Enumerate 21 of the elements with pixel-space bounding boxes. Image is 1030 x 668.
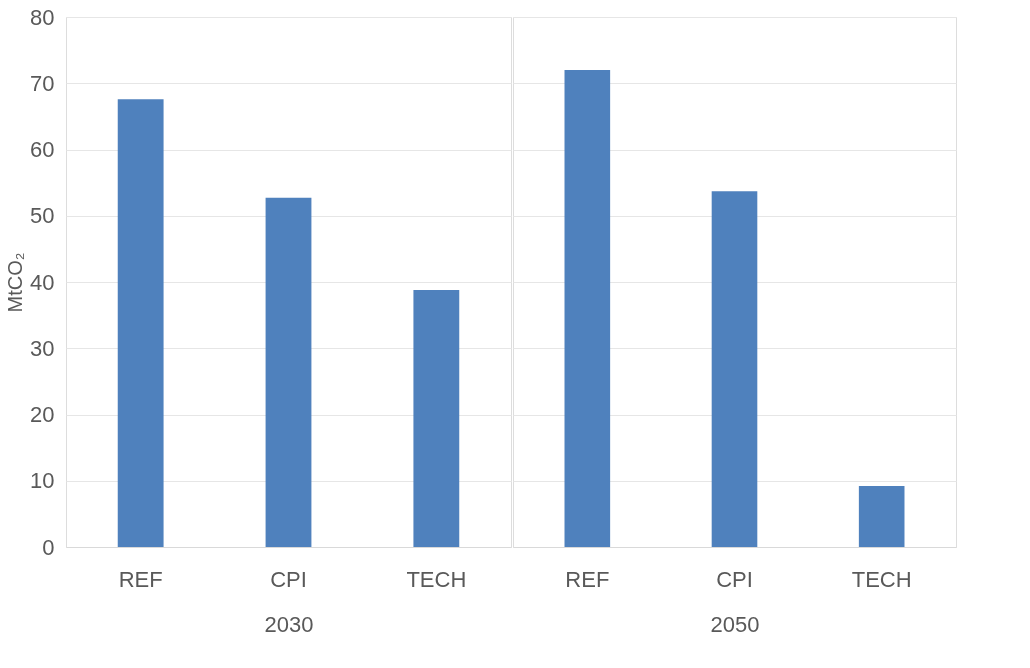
y-tick-label: 60 — [30, 137, 55, 162]
x-tick-label: CPI — [270, 566, 307, 592]
bar — [265, 197, 312, 547]
y-tick-label: 20 — [30, 402, 55, 427]
y-tick-label: 0 — [42, 534, 55, 560]
x-tick-label: CPI — [716, 566, 753, 592]
y-tick-label: 30 — [30, 335, 55, 361]
x-tick-label: REF — [565, 566, 610, 592]
y-tick-label: 80 — [30, 4, 55, 30]
bar — [413, 289, 460, 547]
x-axis-title: 2030 — [264, 611, 314, 637]
y-tick-label: 50 — [30, 203, 55, 229]
x-tick-label: TECH — [851, 566, 912, 592]
y-tick-label: 10 — [30, 468, 55, 494]
y-tick-label: 40 — [30, 269, 55, 295]
y-tick-label: 70 — [30, 70, 55, 96]
y-axis-title: MtCO₂ — [4, 252, 27, 313]
x-axis-title: 2050 — [710, 611, 760, 637]
bar — [117, 99, 164, 547]
x-tick-label: TECH — [406, 566, 467, 592]
x-tick-label: REF — [118, 566, 163, 592]
